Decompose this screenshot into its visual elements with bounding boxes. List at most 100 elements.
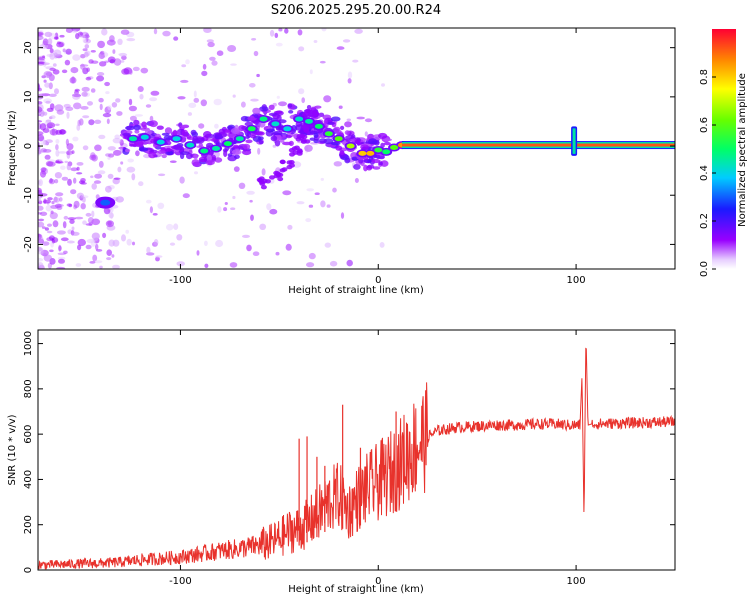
- noise-speckle: [94, 144, 102, 152]
- ridge-point: [212, 146, 220, 151]
- noise-speckle: [38, 106, 43, 113]
- noise-speckle: [38, 221, 45, 228]
- ridge-speckle: [318, 112, 325, 118]
- ridge-speckle: [163, 135, 172, 141]
- noise-speckle: [40, 141, 49, 146]
- noise-speckle: [38, 195, 42, 202]
- ridge-speckle: [191, 159, 200, 166]
- noise-speckle: [98, 97, 104, 103]
- noise-speckle: [82, 37, 87, 44]
- noise-speckle: [120, 60, 125, 63]
- noise-speckle: [131, 173, 136, 181]
- secondary-arm-blob: [286, 164, 293, 170]
- noise-speckle: [51, 201, 55, 205]
- y-tick-label: 200: [23, 515, 34, 534]
- secondary-arm-blob: [260, 185, 267, 190]
- ridge-speckle: [330, 142, 341, 146]
- noise-speckle: [188, 102, 197, 109]
- noise-speckle: [44, 31, 53, 37]
- noise-speckle: [73, 200, 80, 209]
- noise-speckle: [203, 28, 212, 33]
- ridge-speckle: [138, 147, 149, 152]
- colorbar-tick-label: 0.4: [699, 165, 710, 181]
- noise-speckle: [46, 230, 53, 234]
- noise-speckle: [38, 131, 44, 136]
- noise-speckle: [52, 63, 57, 67]
- noise-speckle: [83, 51, 89, 58]
- ridge-point: [295, 116, 304, 122]
- noise-speckle: [121, 68, 130, 75]
- noise-speckle: [43, 70, 53, 78]
- y-tick-label: 600: [23, 425, 34, 444]
- noise-speckle: [193, 97, 200, 103]
- noise-speckle: [356, 116, 366, 120]
- noise-speckle: [64, 59, 71, 66]
- noise-speckle: [38, 247, 44, 255]
- secondary-arm-blob: [301, 124, 308, 129]
- noise-speckle: [70, 167, 78, 172]
- noise-speckle: [52, 220, 59, 228]
- noise-speckle: [152, 213, 158, 216]
- noise-speckle: [217, 206, 222, 213]
- noise-speckle: [96, 75, 105, 82]
- noise-speckle: [118, 53, 127, 56]
- noise-speckle: [76, 166, 80, 171]
- noise-speckle: [94, 173, 102, 179]
- ridge-speckle: [190, 129, 197, 136]
- ridge-speckle: [172, 129, 178, 137]
- ridge-speckle: [214, 157, 223, 163]
- secondary-arm-blob: [265, 179, 271, 184]
- noise-speckle: [95, 243, 99, 251]
- ridge-speckle: [252, 107, 261, 115]
- noise-speckle: [338, 105, 343, 109]
- noise-speckle: [63, 215, 69, 220]
- noise-speckle: [194, 171, 198, 175]
- noise-speckle: [85, 212, 92, 217]
- secondary-arm-blob: [312, 111, 319, 117]
- noise-speckle: [150, 90, 160, 96]
- ridge-speckle: [246, 131, 252, 139]
- noise-speckle: [323, 95, 332, 103]
- noise-speckle: [176, 234, 183, 241]
- steady-tone-core: [402, 143, 675, 147]
- ridge-speckle: [268, 104, 275, 111]
- noise-speckle: [173, 36, 179, 41]
- ridge-speckle: [165, 147, 172, 152]
- noise-speckle: [40, 170, 46, 178]
- noise-speckle: [176, 261, 185, 267]
- noise-speckle: [38, 148, 43, 155]
- noise-speckle: [66, 240, 75, 244]
- ridge-speckle: [313, 132, 319, 138]
- noise-speckle: [65, 106, 74, 112]
- noise-speckle: [257, 147, 261, 155]
- x-tick-label: 0: [375, 275, 381, 286]
- noise-speckle: [43, 79, 47, 83]
- noise-speckle: [98, 134, 106, 140]
- noise-speckle: [49, 212, 58, 220]
- ridge-speckle: [125, 125, 135, 131]
- noise-speckle: [38, 31, 44, 37]
- ridge-point: [186, 142, 195, 148]
- noise-speckle: [223, 207, 228, 212]
- ridge-speckle: [318, 138, 327, 144]
- noise-speckle: [278, 101, 287, 107]
- noise-speckle: [55, 129, 63, 135]
- spectrogram-x-label: Height of straight line (km): [288, 285, 424, 296]
- noise-speckle: [38, 205, 44, 211]
- noise-speckle: [47, 223, 52, 227]
- noise-speckle: [285, 243, 292, 251]
- secondary-arm-blob: [258, 176, 265, 181]
- noise-speckle: [67, 217, 76, 221]
- y-tick-label: 800: [23, 379, 34, 398]
- ridge-speckle: [134, 129, 140, 134]
- noise-speckle: [128, 105, 137, 112]
- noise-speckle: [41, 226, 46, 229]
- noise-speckle: [45, 139, 53, 144]
- noise-speckle: [211, 60, 218, 66]
- noise-speckle: [38, 179, 43, 187]
- noise-speckle: [51, 128, 56, 136]
- ridge-speckle: [210, 138, 216, 142]
- noise-speckle: [126, 238, 132, 246]
- ridge-point: [271, 121, 280, 127]
- secondary-arm-blob: [279, 159, 286, 165]
